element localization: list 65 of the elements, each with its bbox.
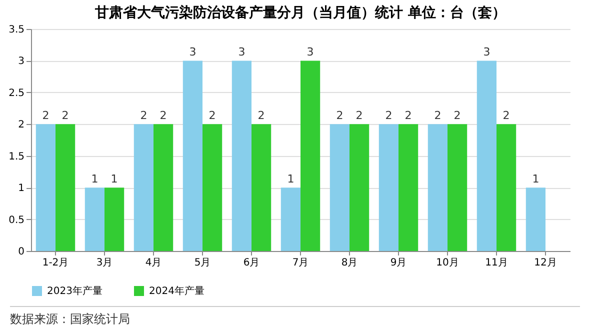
x-tick-label: 8月 bbox=[341, 258, 358, 268]
data-label: 2 bbox=[42, 109, 50, 122]
x-tick-label: 12月 bbox=[534, 258, 557, 268]
x-tick-label: 6月 bbox=[243, 258, 260, 268]
bar bbox=[300, 60, 320, 251]
bar bbox=[84, 188, 104, 251]
data-label: 1 bbox=[91, 172, 98, 186]
legend-label: 2023年产量 bbox=[47, 285, 102, 297]
data-label: 2 bbox=[502, 109, 510, 122]
data-label: 2 bbox=[385, 109, 392, 122]
data-label: 2 bbox=[258, 109, 265, 122]
y-tick-label: 1.5 bbox=[8, 151, 24, 162]
x-tick-label: 10月 bbox=[436, 258, 459, 268]
legend-label: 2024年产量 bbox=[149, 285, 204, 297]
data-label: 2 bbox=[160, 109, 167, 122]
data-label: 3 bbox=[189, 46, 196, 59]
bar bbox=[378, 124, 398, 251]
data-label: 1 bbox=[532, 172, 540, 186]
bar bbox=[428, 124, 448, 251]
bar bbox=[350, 124, 370, 251]
data-label: 1 bbox=[287, 172, 294, 186]
bar bbox=[154, 124, 174, 251]
bar bbox=[280, 188, 300, 251]
x-tick-label: 11月 bbox=[485, 258, 508, 268]
x-tick-label: 4月 bbox=[145, 258, 162, 268]
data-label: 1 bbox=[110, 172, 118, 186]
source-note: 数据来源：国家统计局 bbox=[10, 306, 580, 328]
chart-title: 甘肃省大气污染防治设备产量分月（当月值）统计 单位：台（套） bbox=[94, 4, 506, 21]
bar bbox=[134, 124, 154, 251]
bar bbox=[36, 124, 56, 251]
data-label: 3 bbox=[306, 46, 314, 59]
bar bbox=[182, 60, 202, 251]
bar bbox=[104, 188, 124, 251]
x-tick-label: 3月 bbox=[96, 258, 113, 268]
data-label: 3 bbox=[483, 46, 490, 59]
bar bbox=[202, 124, 222, 251]
bar bbox=[526, 188, 546, 251]
y-tick-label: 0.5 bbox=[8, 214, 24, 226]
y-tick-label: 2.5 bbox=[8, 88, 24, 99]
x-tick-label: 5月 bbox=[194, 258, 211, 268]
bar bbox=[232, 60, 252, 251]
data-label: 2 bbox=[208, 109, 216, 122]
x-tick-label: 9月 bbox=[390, 258, 407, 268]
data-label: 2 bbox=[454, 109, 461, 122]
y-tick-label: 2 bbox=[18, 120, 24, 131]
data-label: 2 bbox=[434, 109, 442, 122]
bar bbox=[398, 124, 418, 251]
bar bbox=[476, 60, 496, 251]
bar bbox=[448, 124, 468, 251]
y-tick-label: 1 bbox=[18, 183, 24, 194]
data-label: 2 bbox=[62, 109, 69, 122]
bar bbox=[56, 124, 76, 251]
data-label: 2 bbox=[404, 109, 412, 122]
y-tick-label: 3 bbox=[18, 56, 24, 68]
data-label: 2 bbox=[356, 109, 363, 122]
data-label: 2 bbox=[336, 109, 344, 122]
y-tick-label: 0 bbox=[18, 246, 24, 258]
bar bbox=[496, 124, 516, 251]
x-tick-label: 7月 bbox=[292, 258, 309, 268]
data-label: 3 bbox=[238, 46, 246, 59]
bar bbox=[252, 124, 272, 251]
bar bbox=[330, 124, 350, 251]
data-label: 2 bbox=[140, 109, 148, 122]
y-tick-label: 3.5 bbox=[8, 24, 24, 36]
x-tick-label: 1-2月 bbox=[42, 258, 69, 268]
